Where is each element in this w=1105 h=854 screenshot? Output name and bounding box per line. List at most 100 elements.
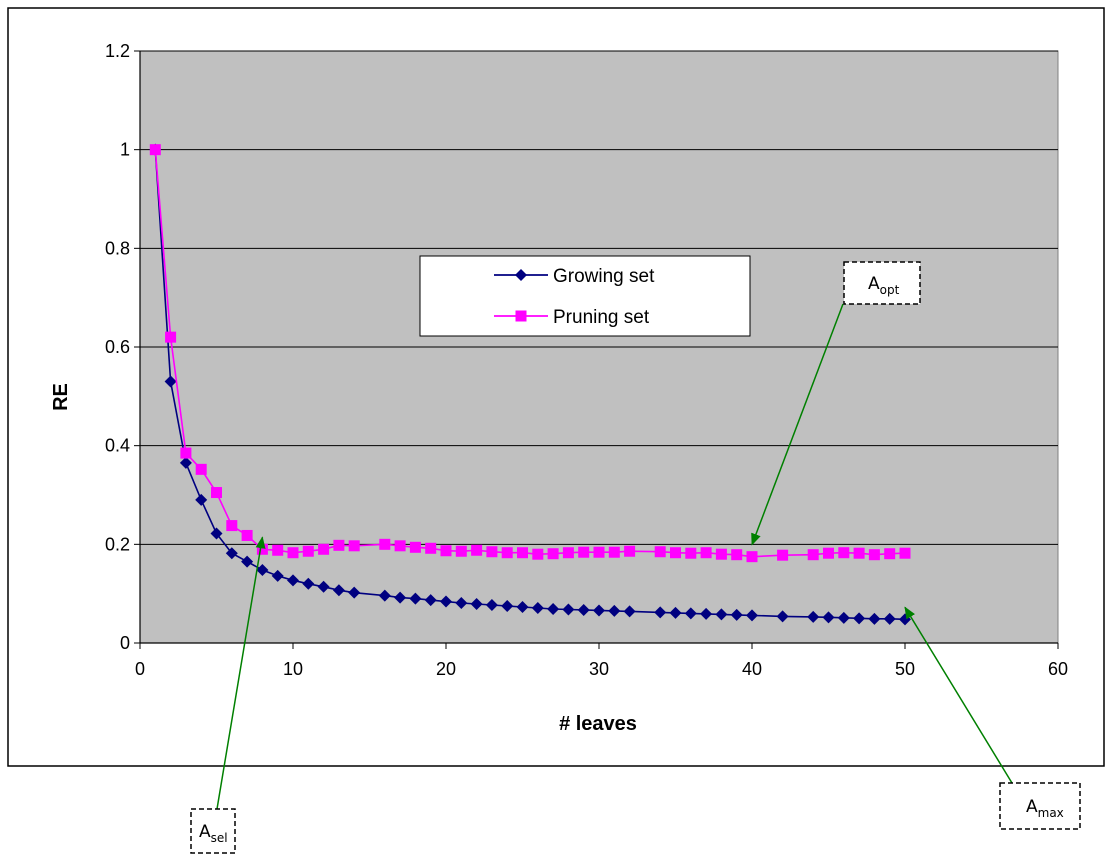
growing-set-point	[241, 555, 254, 568]
growing-set-point	[317, 580, 330, 593]
y-axis-title: RE	[50, 383, 72, 411]
tick-labels: 0 0.2 0.4 0.6 0.8 1 1.2 0 10 20 30 40 50 60	[105, 41, 1068, 679]
pruning-set-point	[700, 547, 712, 559]
pruning-set-point	[486, 546, 498, 558]
pruning-set-point	[823, 547, 834, 559]
pruning-set-point	[379, 538, 391, 550]
pruning-set-point	[211, 487, 222, 499]
x-tick-label: 10	[283, 659, 303, 679]
pruning-set-point	[654, 546, 666, 558]
legend-pruning-marker	[515, 310, 527, 322]
x-tick-label: 20	[436, 659, 456, 679]
a-opt-arrow	[751, 303, 844, 546]
pruning-set-point	[685, 547, 697, 559]
legend-growing-label: Growing set	[553, 266, 655, 287]
pruning-set-point	[578, 546, 590, 558]
growing-set-point	[654, 606, 667, 619]
pruning-set-point	[562, 547, 574, 559]
pruning-set-point	[777, 549, 789, 561]
pruning-set-point	[333, 539, 345, 551]
pruning-set-point	[149, 144, 161, 156]
legend-pruning-label: Pruning set	[553, 307, 650, 328]
growing-set-point	[378, 589, 391, 602]
y-tick-label: 0.4	[105, 436, 130, 456]
y-tick-label: 1.2	[105, 41, 130, 61]
growing-set-point	[883, 612, 896, 625]
growing-set-point	[776, 610, 789, 623]
pruning-set-point	[394, 540, 406, 552]
pruning-set-point	[226, 520, 238, 532]
y-tick-label: 0.6	[105, 337, 130, 357]
growing-set-point	[593, 604, 605, 617]
pruning-set-point	[471, 544, 483, 556]
a-max-callout: Amax	[904, 606, 1081, 830]
a-sel-label: Asel	[199, 822, 228, 845]
growing-set-line	[154, 149, 906, 621]
y-tick-label: 0.2	[105, 534, 130, 554]
growing-set-point	[730, 608, 743, 621]
pruning-set-point	[195, 463, 207, 475]
pruning-set-point	[348, 540, 360, 552]
growing-set-point	[700, 607, 713, 620]
growing-set-point	[302, 577, 315, 590]
pruning-set-point	[608, 546, 620, 558]
pruning-set-point	[532, 548, 544, 560]
growing-set-point	[669, 606, 682, 619]
growing-set-point	[746, 609, 758, 622]
x-tick-label: 40	[742, 659, 762, 679]
growing-set-point	[807, 610, 820, 623]
pruning-set-point	[746, 551, 758, 563]
growing-set-point	[179, 456, 192, 469]
growing-set-point	[470, 598, 483, 611]
pruning-set-point	[547, 548, 559, 560]
a-max-label: Amax	[1026, 797, 1064, 820]
pruning-set-point	[180, 447, 192, 459]
growing-set-point	[195, 493, 208, 506]
pruning-set-point	[624, 545, 636, 557]
growing-set-point	[485, 599, 498, 612]
growing-set-point	[256, 563, 269, 576]
pruning-set-point	[256, 543, 268, 555]
pruning-set-point	[715, 548, 727, 560]
growing-set-point	[516, 600, 529, 613]
growing-set-point	[164, 375, 177, 388]
growing-set-point	[822, 611, 835, 624]
growing-set-point	[424, 594, 437, 607]
x-tick-label: 0	[135, 659, 145, 679]
pruning-set-point	[670, 547, 681, 559]
growing-set-point	[225, 547, 238, 560]
legend-box	[419, 255, 751, 337]
a-opt-label: Aopt	[868, 274, 900, 297]
pruning-set-point	[440, 545, 452, 557]
pruning-set-point	[287, 547, 299, 559]
a-sel-callout: Asel	[190, 536, 266, 854]
y-tick-label: 0.8	[105, 238, 130, 258]
axes	[134, 50, 1059, 649]
a-opt-callout: Aopt	[751, 261, 921, 546]
gridlines	[140, 50, 1058, 545]
growing-set-point	[271, 569, 284, 582]
growing-set-point	[348, 586, 361, 599]
growing-set-point	[455, 597, 468, 610]
growing-set-point	[501, 600, 514, 612]
growing-set-point	[409, 592, 422, 605]
legend: Growing set Pruning set	[419, 255, 751, 337]
pruning-set-point	[807, 549, 819, 561]
pruning-set-point	[501, 547, 513, 559]
pruning-set-point	[884, 548, 896, 560]
growing-set-point	[577, 603, 590, 616]
growing-set-point	[684, 607, 697, 620]
growing-set-point	[440, 595, 452, 608]
growing-set-point	[715, 608, 728, 621]
y-tick-label: 0	[120, 633, 130, 653]
pruning-set-point	[899, 547, 911, 559]
x-tick-label: 30	[589, 659, 609, 679]
annotations: Aopt Asel Amax	[190, 261, 1081, 854]
pruning-set-point	[853, 547, 865, 559]
pruning-set-point	[165, 331, 177, 343]
pruning-set-line	[154, 149, 906, 558]
pruning-set-point	[838, 547, 850, 559]
x-tick-label: 60	[1048, 659, 1068, 679]
growing-set-point	[332, 584, 345, 597]
